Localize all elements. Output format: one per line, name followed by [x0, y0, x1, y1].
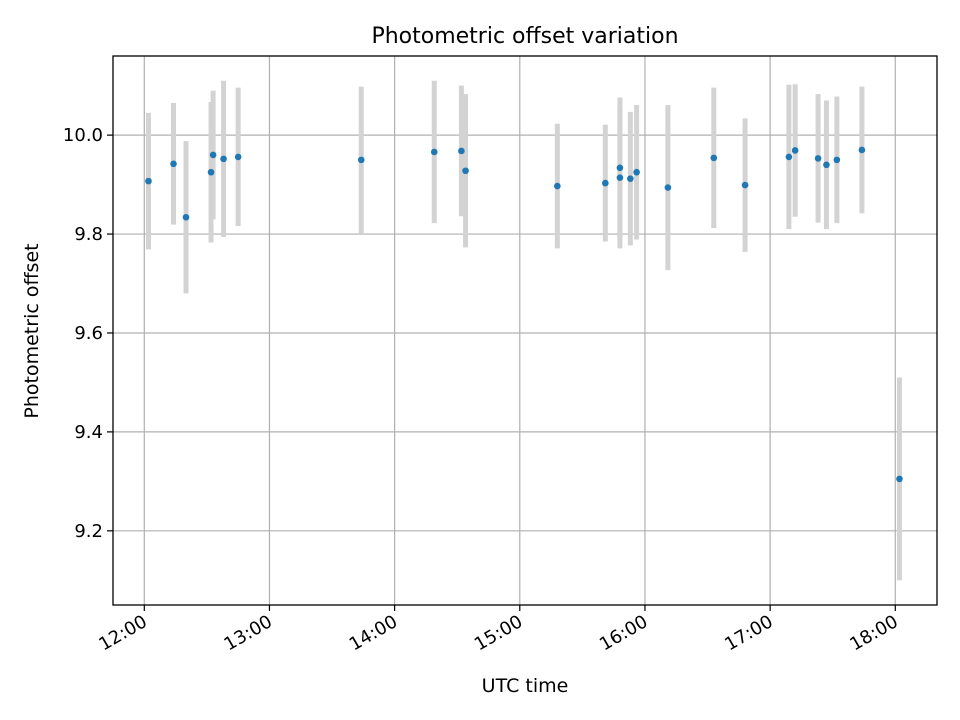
y-axis-ticks: 9.2 9.4 9.6 9.8 10.0: [63, 125, 113, 542]
data-point: [209, 151, 217, 159]
data-point: [664, 184, 672, 191]
data-point: [858, 146, 866, 154]
y-tick-label: 9.2: [74, 521, 103, 542]
data-point: [458, 147, 465, 155]
data-point: [430, 148, 438, 156]
data-point: [616, 174, 624, 181]
y-tick-label: 9.4: [74, 422, 103, 443]
data-point: [554, 182, 561, 190]
data-point: [896, 475, 903, 483]
y-tick-label: 9.6: [74, 323, 103, 344]
y-axis-label: Photometric offset: [21, 243, 43, 418]
data-point: [207, 168, 215, 176]
x-tick-label: 13:00: [221, 611, 276, 655]
data-point: [234, 153, 242, 161]
data-point: [182, 213, 190, 221]
x-tick-label: 12:00: [95, 611, 150, 655]
data-point: [833, 156, 841, 164]
x-tick-label: 14:00: [346, 611, 401, 655]
data-points: [145, 146, 903, 483]
data-point: [462, 167, 469, 175]
data-point: [220, 155, 227, 163]
data-point: [145, 177, 152, 185]
data-point: [710, 154, 718, 162]
x-tick-label: 18:00: [846, 611, 901, 655]
x-axis-label: UTC time: [482, 675, 569, 697]
x-tick-label: 15:00: [471, 611, 526, 655]
x-tick-label: 16:00: [596, 611, 651, 655]
data-point: [170, 160, 177, 168]
x-axis-ticks: 12:00 13:00 14:00 15:00 16:00 17:00 18:00: [95, 605, 902, 655]
x-tick-label: 17:00: [721, 611, 776, 655]
data-point: [616, 164, 624, 172]
data-point: [823, 161, 830, 169]
data-point: [633, 168, 640, 176]
data-point: [791, 147, 799, 154]
data-point: [785, 153, 793, 161]
grid: [113, 56, 937, 605]
chart-title: Photometric offset variation: [371, 24, 678, 49]
data-point: [357, 156, 365, 164]
y-tick-label: 10.0: [63, 125, 103, 146]
y-tick-label: 9.8: [74, 224, 103, 245]
data-point: [741, 181, 749, 189]
data-point: [602, 179, 609, 187]
plot-area-frame: [112, 55, 938, 606]
data-point: [814, 155, 822, 162]
data-point: [627, 175, 634, 182]
